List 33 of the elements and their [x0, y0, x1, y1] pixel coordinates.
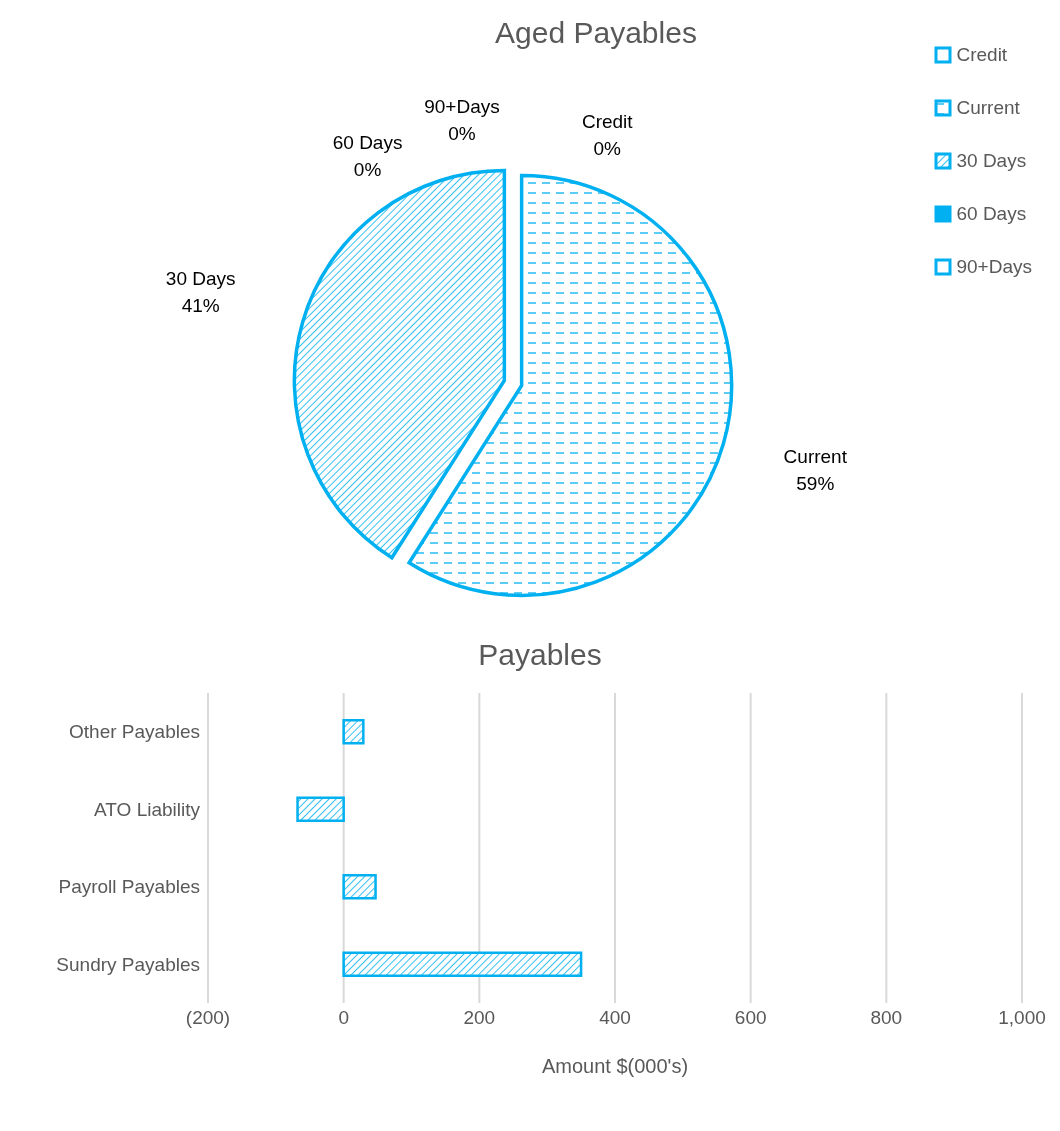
- text: 0%: [353, 159, 382, 181]
- y-tick-label: Sundry Payables: [56, 953, 200, 975]
- legend-label: 60 Days: [956, 202, 1027, 225]
- category-label: Credit: [581, 111, 633, 133]
- bar: [342, 718, 365, 745]
- x-axis-title: Amount $(000's): [541, 1055, 689, 1077]
- bar: [342, 873, 377, 900]
- data-label: 41%: [181, 294, 220, 316]
- text: 0%: [448, 122, 476, 144]
- legend-label: 90+Days: [956, 255, 1032, 278]
- x-tick-label: 600: [734, 1007, 767, 1029]
- slice-label: 30 Days: [165, 267, 236, 289]
- category-label: 90+Days: [424, 96, 500, 118]
- x-tick-label: (200): [185, 1007, 231, 1029]
- chart-title: Aged Payables: [495, 16, 697, 49]
- bar: [342, 951, 583, 977]
- data-label: 59%: [796, 473, 835, 495]
- text: 0%: [593, 138, 622, 160]
- y-tick-label: ATO Liability: [94, 798, 201, 820]
- category-label: 60 Days: [332, 132, 403, 154]
- chart-title: Payables: [477, 638, 603, 673]
- legend-label: 30 Days: [956, 149, 1027, 172]
- y-tick-label: Other Payables: [69, 721, 200, 743]
- bar: [296, 796, 345, 822]
- slice-label: Current: [783, 446, 848, 468]
- x-tick-label: 200: [463, 1007, 496, 1029]
- y-tick-label: Payroll Payables: [58, 876, 200, 898]
- x-tick-label: 0: [338, 1007, 349, 1029]
- x-tick-label: 1,000: [998, 1007, 1046, 1029]
- legend-label: Credit: [956, 43, 1008, 66]
- x-tick-label: 400: [599, 1007, 631, 1029]
- x-tick-label: 800: [870, 1007, 903, 1029]
- legend-label: Current: [956, 96, 1020, 119]
